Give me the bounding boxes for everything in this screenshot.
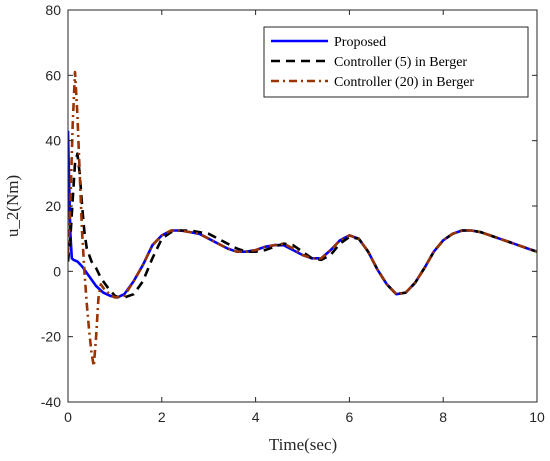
legend-label-2: Controller (5) in Berger xyxy=(334,55,467,70)
legend-label-3: Controller (20) in Berger xyxy=(334,75,474,90)
y-tick-label: 60 xyxy=(45,67,61,83)
y-tick-label: 20 xyxy=(45,198,61,214)
series-line-3 xyxy=(68,70,537,368)
y-tick-label: -40 xyxy=(41,394,61,410)
x-tick-label: 4 xyxy=(252,409,260,425)
x-axis-label: Time(sec) xyxy=(269,435,337,454)
y-tick-label: 0 xyxy=(53,263,61,279)
legend: Proposed Controller (5) in Berger Controll… xyxy=(263,26,529,98)
legend-label-1: Proposed xyxy=(334,35,386,50)
labels-layer: Time(sec) u_2(Nm) xyxy=(3,175,337,454)
x-tick-label: 8 xyxy=(439,409,447,425)
x-tick-label: 0 xyxy=(64,409,72,425)
x-tick-label: 2 xyxy=(158,409,166,425)
y-tick-label: 40 xyxy=(45,133,61,149)
x-tick-label: 6 xyxy=(346,409,354,425)
axes-layer: 0 2 4 6 8 10 -40 -20 0 20 40 60 80 xyxy=(41,2,545,425)
y-tick-label: 80 xyxy=(45,2,61,18)
x-tick-label: 10 xyxy=(529,409,545,425)
data-layer xyxy=(68,70,537,368)
y-tick-label: -20 xyxy=(41,329,61,345)
y-axis-label: u_2(Nm) xyxy=(3,175,22,237)
